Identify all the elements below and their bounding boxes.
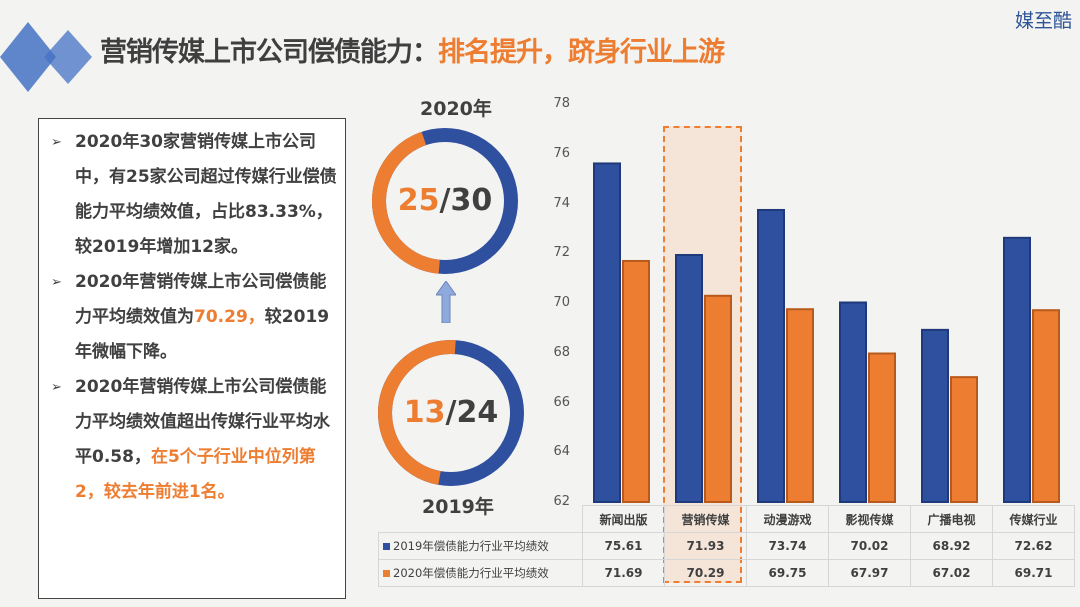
category-label: 广播电视	[910, 505, 993, 533]
category-label: 新闻出版	[582, 505, 665, 533]
donut-total: /30	[439, 183, 493, 218]
data-label: 69.71	[992, 559, 1075, 587]
legend-label: 2020年偿债能力行业平均绩效	[393, 566, 549, 580]
donut-count: 25	[397, 183, 440, 218]
y-tick-label: 78	[553, 96, 570, 111]
donut-total: /24	[445, 395, 499, 430]
y-tick-label: 70	[553, 295, 570, 310]
donut-ring-orange	[372, 128, 518, 274]
donut-ring-orange	[378, 340, 524, 486]
data-label: 71.93	[664, 532, 747, 560]
data-label: 67.02	[910, 559, 993, 587]
data-table: 新闻出版 营销传媒 动漫游戏 影视传媒 广播电视 传媒行业 2019年偿债能力行业平均绩效…	[378, 505, 1075, 587]
y-tick-label: 68	[553, 344, 570, 360]
bullet-icon: ➢	[51, 135, 62, 150]
page-title: 营销传媒上市公司偿债能力：排名提升，跻身行业上游	[100, 30, 725, 69]
bullet-icon: ➢	[51, 380, 62, 395]
bar-2019-2	[757, 208, 785, 503]
category-label: 影视传媒	[828, 505, 911, 533]
category-label: 传媒行业	[992, 505, 1075, 533]
summary-highlight: 70.29，	[194, 307, 265, 327]
up-arrow-icon	[436, 281, 456, 323]
summary-highlight: 在5个子行业中位列第2，较去年前进1名。	[75, 447, 316, 502]
data-label: 69.75	[746, 559, 829, 587]
bar-2019-1	[675, 253, 703, 503]
bar-2020-2	[786, 308, 814, 503]
summary-point-3: ➢ 2020年营销传媒上市公司偿债能力平均绩效值超出传媒行业平均水平0.58，在5…	[47, 370, 337, 510]
data-label: 71.69	[582, 559, 665, 587]
summary-text: 较2019年微幅下降。	[75, 307, 330, 362]
bar-2020-1	[704, 294, 732, 503]
table-row: 2019年偿债能力行业平均绩效 75.61 71.93 73.74 70.02 68.92…	[378, 532, 1075, 560]
summary-box: ➢ 2020年30家营销传媒上市公司中，有25家公司超过传媒行业偿债能力平均绩效值…	[38, 118, 346, 599]
table-corner	[379, 506, 583, 533]
bar-2020-0	[622, 259, 650, 503]
data-label: 67.97	[828, 559, 911, 587]
summary-text: 2020年营销传媒上市公司偿债能力平均绩效值超出传媒行业平均水平0.58，	[75, 377, 330, 467]
category-label: 营销传媒	[664, 505, 747, 533]
title-main: 营销传媒上市公司偿债能力：	[100, 37, 439, 68]
data-label: 68.92	[910, 532, 993, 560]
bar-2020-4	[950, 376, 978, 503]
bar-2020-5	[1032, 309, 1060, 503]
donut-2019-year: 2019年	[422, 496, 494, 518]
y-tick-label: 76	[553, 145, 570, 161]
y-tick-label: 64	[553, 444, 570, 460]
legend-2019: 2019年偿债能力行业平均绩效	[378, 532, 583, 560]
data-label: 70.29	[664, 559, 747, 587]
bar-2019-3	[839, 301, 867, 503]
bar-2020-3	[868, 352, 896, 503]
legend-swatch	[383, 570, 390, 577]
summary-point-1: ➢ 2020年30家营销传媒上市公司中，有25家公司超过传媒行业偿债能力平均绩效值…	[47, 125, 337, 265]
y-tick-label: 66	[553, 394, 570, 410]
donut-count: 13	[403, 395, 446, 430]
donut-2019-label: 13/24	[381, 395, 521, 430]
donut-2019	[378, 340, 524, 486]
table-row: 2020年偿债能力行业平均绩效 71.69 70.29 69.75 67.97 67.02…	[378, 559, 1075, 587]
data-label: 72.62	[992, 532, 1075, 560]
legend-2020: 2020年偿债能力行业平均绩效	[378, 559, 583, 587]
y-tick-label: 72	[553, 245, 570, 261]
donut-2020	[372, 128, 518, 274]
title-highlight: 排名提升，跻身行业上游	[438, 37, 725, 68]
bullet-icon: ➢	[51, 275, 62, 290]
legend-swatch	[383, 543, 390, 550]
data-label: 75.61	[582, 532, 665, 560]
bar-2019-5	[1003, 236, 1031, 503]
summary-text: 2020年营销传媒上市公司偿债能力平均绩效值为	[75, 272, 327, 327]
donut-2020-year: 2020年	[420, 98, 492, 120]
y-tick-label: 62	[553, 494, 570, 509]
donut-2020-label: 25/30	[375, 183, 515, 218]
data-label: 70.02	[828, 532, 911, 560]
data-label: 73.74	[746, 532, 829, 560]
brand-logo: 媒至酷	[1014, 10, 1072, 32]
legend-label: 2019年偿债能力行业平均绩效	[393, 539, 549, 553]
bar-2019-0	[593, 162, 621, 503]
category-label: 动漫游戏	[746, 505, 829, 533]
summary-text: 2020年30家营销传媒上市公司中，有25家公司超过传媒行业偿债能力平均绩效值，…	[75, 132, 337, 257]
logo-diamonds-icon	[0, 22, 92, 92]
summary-point-2: ➢ 2020年营销传媒上市公司偿债能力平均绩效值为70.29，较2019年微幅下降…	[47, 265, 337, 370]
bar-2019-4	[921, 328, 949, 503]
y-tick-label: 74	[553, 195, 570, 211]
